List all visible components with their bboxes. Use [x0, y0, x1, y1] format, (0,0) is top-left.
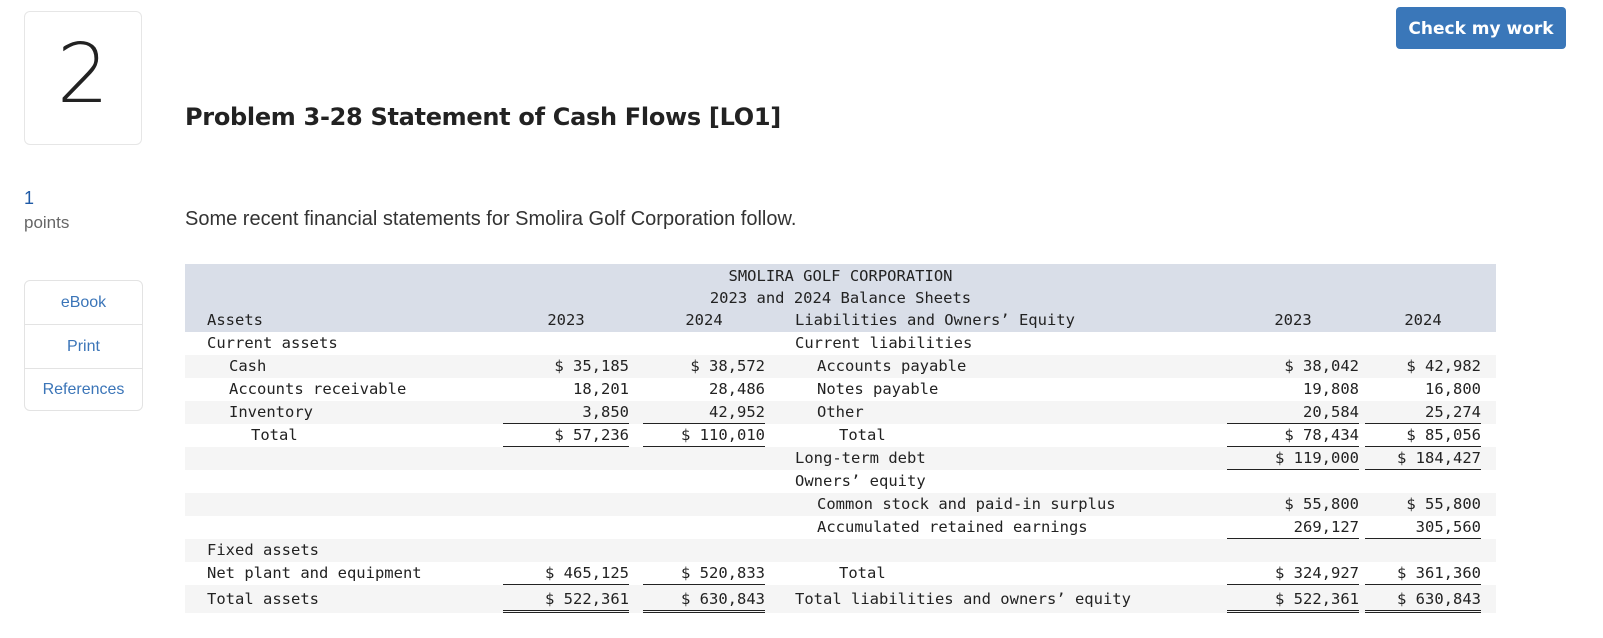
value-cell: $ 55,800 — [1284, 495, 1359, 513]
value-cell: 20,584 — [1227, 401, 1359, 424]
resource-links: eBook Print References — [24, 280, 143, 411]
row-label: Net plant and equipment — [207, 564, 422, 582]
table-row: Long-term debt $ 119,000 $ 184,427 — [185, 447, 1496, 470]
value-cell: $ 630,843 — [643, 585, 765, 613]
value-cell: 28,486 — [709, 380, 765, 398]
table-row: Common stock and paid-in surplus $ 55,80… — [185, 493, 1496, 516]
value-cell: $ 85,056 — [1365, 424, 1481, 447]
table-row: Current assets Current liabilities — [185, 332, 1496, 355]
row-label: Total — [251, 426, 298, 444]
ebook-link[interactable]: eBook — [25, 281, 142, 325]
liabilities-header: Liabilities and Owners’ Equity — [795, 311, 1075, 329]
value-cell: $ 35,185 — [554, 357, 629, 375]
column-headers: Assets 2023 2024 Liabilities and Owners’… — [185, 309, 1496, 332]
references-link[interactable]: References — [42, 381, 125, 398]
table-row: Net plant and equipment $ 465,125 $ 520,… — [185, 562, 1496, 585]
table-header: SMOLIRA GOLF CORPORATION 2023 and 2024 B… — [185, 264, 1496, 332]
value-cell: $ 78,434 — [1227, 424, 1359, 447]
liab-2024-header: 2024 — [1404, 311, 1442, 329]
value-cell: 19,808 — [1303, 380, 1359, 398]
table-row: Accounts receivable 18,201 28,486 Notes … — [185, 378, 1496, 401]
value-cell: 18,201 — [573, 380, 629, 398]
liab-2023-header: 2023 — [1274, 311, 1312, 329]
value-cell: $ 522,361 — [1227, 585, 1359, 613]
row-label: Notes payable — [817, 380, 939, 398]
row-label: Other — [817, 403, 864, 421]
question-number: 2 — [56, 27, 110, 122]
value-cell: $ 38,042 — [1284, 357, 1359, 375]
value-cell: $ 55,800 — [1406, 495, 1481, 513]
points-label: points — [24, 213, 70, 232]
row-label: Common stock and paid-in surplus — [817, 495, 1116, 513]
row-label: Fixed assets — [207, 541, 319, 559]
assets-2024-header: 2024 — [685, 311, 723, 329]
value-cell: $ 119,000 — [1227, 447, 1359, 470]
value-cell: 269,127 — [1227, 516, 1359, 539]
print-link[interactable]: Print — [25, 325, 142, 369]
table-row: Cash $ 35,185 $ 38,572 Accounts payable … — [185, 355, 1496, 378]
assets-header: Assets — [207, 311, 263, 329]
row-label: Accounts receivable — [229, 380, 407, 398]
company-name: SMOLIRA GOLF CORPORATION — [728, 267, 953, 285]
value-cell: $ 110,010 — [643, 424, 765, 447]
row-label: Total — [839, 426, 886, 444]
value-cell: $ 465,125 — [503, 562, 629, 585]
row-label: Current assets — [207, 334, 338, 352]
row-label: Inventory — [229, 403, 313, 421]
row-label: Cash — [229, 357, 267, 375]
value-cell: 305,560 — [1365, 516, 1481, 539]
table-row: Total $ 57,236 $ 110,010 Total $ 78,434 … — [185, 424, 1496, 447]
value-cell: 42,952 — [643, 401, 765, 424]
problem-intro: Some recent financial statements for Smo… — [185, 208, 797, 230]
check-my-work-button[interactable]: Check my work — [1396, 7, 1566, 49]
value-cell: $ 42,982 — [1406, 357, 1481, 375]
problem-title: Problem 3-28 Statement of Cash Flows [LO… — [185, 103, 781, 131]
table-row: Fixed assets — [185, 539, 1496, 562]
balance-sheet-table: SMOLIRA GOLF CORPORATION 2023 and 2024 B… — [185, 264, 1496, 613]
row-label: Accumulated retained earnings — [817, 518, 1088, 536]
row-label: Total — [839, 564, 886, 582]
table-row: Total assets $ 522,361 $ 630,843 Total l… — [185, 585, 1496, 613]
sheet-subtitle: 2023 and 2024 Balance Sheets — [709, 289, 972, 307]
value-cell: 25,274 — [1365, 401, 1481, 424]
row-label: Current liabilities — [795, 334, 973, 352]
row-label: Owners’ equity — [795, 472, 926, 490]
value-cell: $ 324,927 — [1227, 562, 1359, 585]
value-cell: $ 520,833 — [643, 562, 765, 585]
table-row: Inventory 3,850 42,952 Other 20,584 25,2… — [185, 401, 1496, 424]
row-label: Long-term debt — [795, 449, 926, 467]
row-label: Total assets — [207, 590, 319, 608]
row-label: Accounts payable — [817, 357, 967, 375]
value-cell: $ 361,360 — [1365, 562, 1481, 585]
value-cell: $ 184,427 — [1365, 447, 1481, 470]
question-number-box: 2 — [24, 11, 142, 145]
value-cell: 3,850 — [503, 401, 629, 424]
value-cell: $ 57,236 — [503, 424, 629, 447]
row-label: Total liabilities and owners’ equity — [795, 590, 1131, 608]
value-cell: $ 630,843 — [1365, 585, 1481, 613]
value-cell: $ 522,361 — [503, 585, 629, 613]
value-cell: $ 38,572 — [690, 357, 765, 375]
value-cell: 16,800 — [1425, 380, 1481, 398]
table-row: Owners’ equity — [185, 470, 1496, 493]
points-value: 1 — [24, 188, 35, 208]
assets-2023-header: 2023 — [547, 311, 585, 329]
table-row: Accumulated retained earnings 269,127 30… — [185, 516, 1496, 539]
